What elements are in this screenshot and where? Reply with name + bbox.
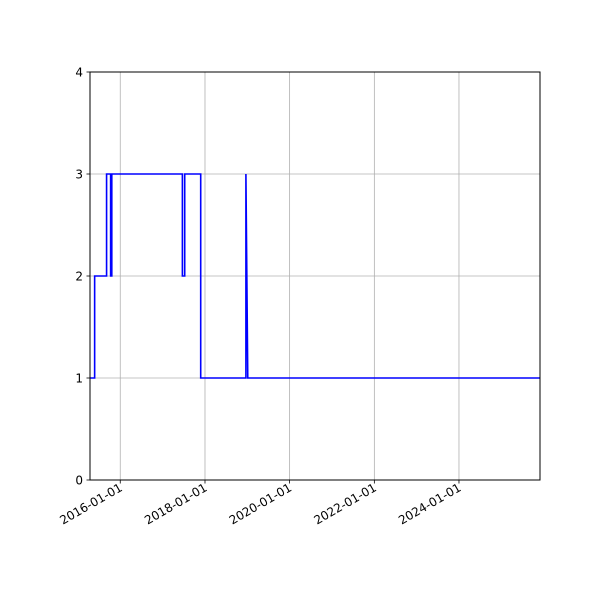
y-tick-label: 4 — [75, 66, 83, 80]
series-line — [90, 173, 540, 379]
y-tick-label: 0 — [75, 474, 83, 488]
y-tick-label: 3 — [75, 168, 83, 182]
series-layer — [90, 173, 540, 379]
y-tick-label: 2 — [75, 270, 83, 284]
y-tick-label: 1 — [75, 372, 83, 386]
